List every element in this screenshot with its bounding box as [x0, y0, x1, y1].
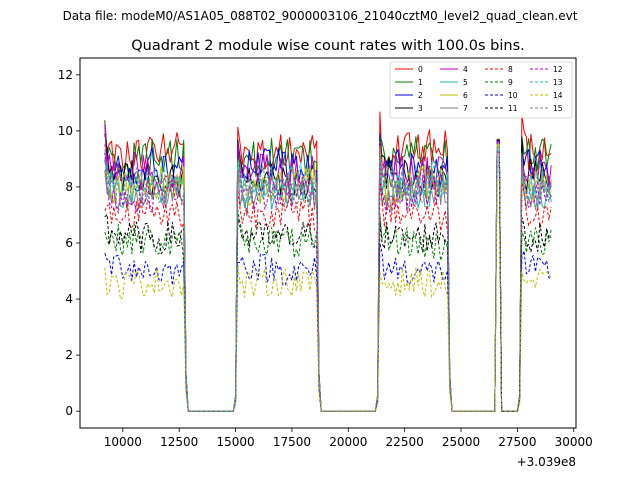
legend-label-5: 5 — [463, 78, 468, 87]
legend-label-14: 14 — [553, 91, 563, 100]
x-tick-label: 25000 — [442, 435, 480, 449]
legend-frame — [389, 61, 573, 119]
legend-label-7: 7 — [463, 104, 468, 113]
y-tick-label: 6 — [65, 236, 73, 250]
series-line-10 — [104, 164, 552, 412]
y-tick-label: 4 — [65, 292, 73, 306]
series-layer — [104, 111, 552, 412]
x-axis: 10000 12500 15000 17500 20000 22500 25000 27500… — [104, 428, 593, 449]
x-tick-label: 27500 — [498, 435, 536, 449]
legend-label-15: 15 — [553, 104, 563, 113]
legend-label-10: 10 — [508, 91, 518, 100]
x-tick-label: 10000 — [104, 435, 142, 449]
y-tick-label: 2 — [65, 348, 73, 362]
x-tick-label: 22500 — [386, 435, 424, 449]
figure-suptitle: Data file: modeM0/AS1A05_088T02_90000031… — [63, 9, 578, 23]
y-tick-label: 12 — [58, 68, 73, 82]
legend-label-2: 2 — [418, 91, 423, 100]
y-tick-label: 10 — [58, 124, 73, 138]
legend-label-3: 3 — [418, 104, 423, 113]
legend-label-12: 12 — [553, 65, 563, 74]
x-tick-label: 30000 — [555, 435, 593, 449]
legend-label-1: 1 — [418, 78, 423, 87]
x-tick-label: 12500 — [160, 435, 198, 449]
x-tick-label: 15000 — [216, 435, 254, 449]
x-offset-label: +3.039e8 — [517, 455, 576, 469]
x-tick-label: 20000 — [329, 435, 367, 449]
y-tick-label: 0 — [65, 404, 73, 418]
legend-label-13: 13 — [553, 78, 563, 87]
x-tick-label: 17500 — [273, 435, 311, 449]
legend-label-0: 0 — [418, 65, 423, 74]
legend-label-4: 4 — [463, 65, 468, 74]
y-axis: 0 2 4 6 8 10 12 — [58, 68, 80, 418]
y-tick-label: 8 — [65, 180, 73, 194]
series-line-15 — [104, 141, 552, 412]
series-line-14 — [104, 179, 552, 412]
chart-title: Quadrant 2 module wise count rates with … — [131, 38, 525, 54]
legend-label-9: 9 — [508, 78, 513, 87]
legend-label-11: 11 — [508, 104, 518, 113]
legend-label-8: 8 — [508, 65, 513, 74]
legend-label-6: 6 — [463, 91, 468, 100]
